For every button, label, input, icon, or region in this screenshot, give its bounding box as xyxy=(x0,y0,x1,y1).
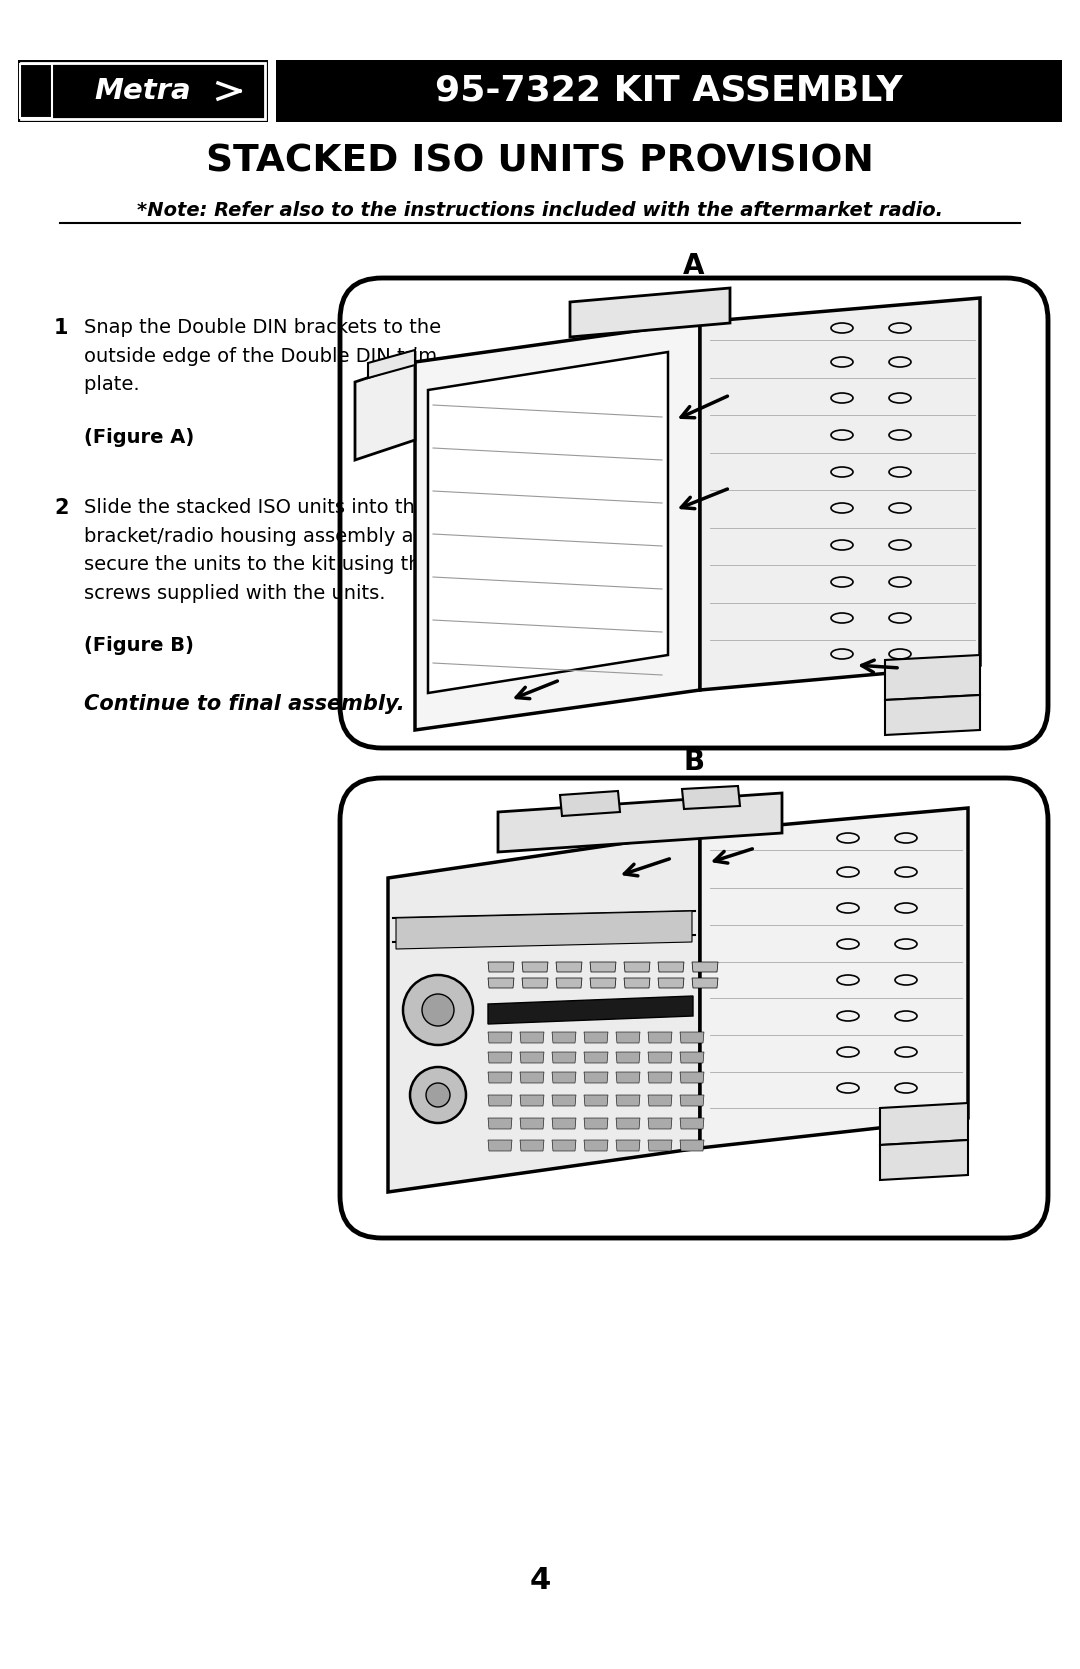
Polygon shape xyxy=(522,978,548,988)
Polygon shape xyxy=(590,961,616,971)
Text: Slide the stacked ISO units into the
bracket/radio housing assembly and
secure t: Slide the stacked ISO units into the bra… xyxy=(84,497,438,603)
Polygon shape xyxy=(561,791,620,816)
Polygon shape xyxy=(584,1031,608,1043)
Text: *Note: Refer also to the instructions included with the aftermarket radio.: *Note: Refer also to the instructions in… xyxy=(137,200,943,220)
Circle shape xyxy=(426,1083,450,1107)
Polygon shape xyxy=(428,352,669,693)
Polygon shape xyxy=(552,1095,576,1107)
Polygon shape xyxy=(680,1118,704,1128)
Polygon shape xyxy=(616,1118,640,1128)
Polygon shape xyxy=(680,1140,704,1152)
Polygon shape xyxy=(488,996,693,1025)
Text: Continue to final assembly.: Continue to final assembly. xyxy=(84,694,405,714)
Polygon shape xyxy=(488,1031,512,1043)
Polygon shape xyxy=(488,1118,512,1128)
Polygon shape xyxy=(519,1031,544,1043)
Text: Metra: Metra xyxy=(95,77,191,105)
Polygon shape xyxy=(624,961,650,971)
Polygon shape xyxy=(648,1140,672,1152)
Polygon shape xyxy=(648,1051,672,1063)
Polygon shape xyxy=(880,1103,968,1145)
Polygon shape xyxy=(556,978,582,988)
Polygon shape xyxy=(552,1140,576,1152)
Polygon shape xyxy=(368,350,415,377)
Text: (Figure A): (Figure A) xyxy=(84,427,194,447)
Text: STACKED ISO UNITS PROVISION: STACKED ISO UNITS PROVISION xyxy=(206,144,874,180)
Polygon shape xyxy=(556,961,582,971)
Polygon shape xyxy=(584,1051,608,1063)
Polygon shape xyxy=(552,1071,576,1083)
Polygon shape xyxy=(885,654,980,699)
Text: A: A xyxy=(684,252,705,280)
Polygon shape xyxy=(519,1051,544,1063)
Polygon shape xyxy=(396,911,692,950)
FancyBboxPatch shape xyxy=(340,279,1048,748)
Bar xyxy=(276,60,1062,122)
Polygon shape xyxy=(648,1118,672,1128)
Polygon shape xyxy=(519,1095,544,1107)
Polygon shape xyxy=(488,1071,512,1083)
Text: 4: 4 xyxy=(529,1566,551,1594)
Text: Snap the Double DIN brackets to the
outside edge of the Double DIN trim
plate.: Snap the Double DIN brackets to the outs… xyxy=(84,319,441,394)
Text: 1: 1 xyxy=(54,319,68,339)
Polygon shape xyxy=(552,1051,576,1063)
Polygon shape xyxy=(648,1031,672,1043)
Text: B: B xyxy=(684,748,704,776)
Bar xyxy=(18,60,268,122)
Circle shape xyxy=(410,1066,465,1123)
Polygon shape xyxy=(616,1051,640,1063)
Circle shape xyxy=(403,975,473,1045)
Polygon shape xyxy=(681,786,740,809)
Polygon shape xyxy=(388,833,700,1192)
Polygon shape xyxy=(488,1051,512,1063)
Polygon shape xyxy=(616,1071,640,1083)
Polygon shape xyxy=(519,1071,544,1083)
Polygon shape xyxy=(552,1031,576,1043)
Polygon shape xyxy=(648,1095,672,1107)
Polygon shape xyxy=(658,961,684,971)
Polygon shape xyxy=(680,1095,704,1107)
Text: 95-7322 KIT ASSEMBLY: 95-7322 KIT ASSEMBLY xyxy=(435,73,903,108)
Polygon shape xyxy=(498,793,782,851)
Polygon shape xyxy=(700,299,980,689)
Polygon shape xyxy=(522,961,548,971)
Bar xyxy=(21,63,265,118)
Polygon shape xyxy=(584,1140,608,1152)
Polygon shape xyxy=(680,1031,704,1043)
Polygon shape xyxy=(584,1095,608,1107)
Polygon shape xyxy=(584,1071,608,1083)
Polygon shape xyxy=(680,1071,704,1083)
FancyBboxPatch shape xyxy=(340,778,1048,1238)
Polygon shape xyxy=(692,978,718,988)
Polygon shape xyxy=(692,961,718,971)
Text: 2: 2 xyxy=(54,497,68,517)
Polygon shape xyxy=(880,1140,968,1180)
Polygon shape xyxy=(624,978,650,988)
Polygon shape xyxy=(648,1071,672,1083)
Text: (Figure B): (Figure B) xyxy=(84,636,194,654)
Polygon shape xyxy=(680,1051,704,1063)
Polygon shape xyxy=(488,961,514,971)
Polygon shape xyxy=(590,978,616,988)
Polygon shape xyxy=(885,694,980,734)
Polygon shape xyxy=(570,289,730,337)
Polygon shape xyxy=(552,1118,576,1128)
Polygon shape xyxy=(584,1118,608,1128)
Polygon shape xyxy=(488,1095,512,1107)
Polygon shape xyxy=(616,1031,640,1043)
Polygon shape xyxy=(616,1095,640,1107)
Polygon shape xyxy=(519,1140,544,1152)
Polygon shape xyxy=(519,1118,544,1128)
Bar xyxy=(21,63,52,118)
Polygon shape xyxy=(488,978,514,988)
Polygon shape xyxy=(355,362,415,461)
Polygon shape xyxy=(415,322,700,729)
Polygon shape xyxy=(488,1140,512,1152)
Circle shape xyxy=(422,995,454,1026)
Polygon shape xyxy=(616,1140,640,1152)
Polygon shape xyxy=(700,808,968,1148)
Polygon shape xyxy=(658,978,684,988)
